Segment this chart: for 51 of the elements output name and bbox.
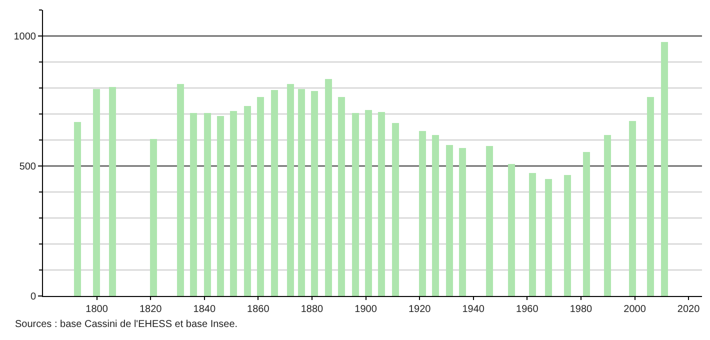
bar: [74, 122, 81, 296]
bar: [432, 135, 439, 296]
bar: [217, 116, 224, 296]
x-tick-label: 1980: [570, 304, 593, 315]
bar: [150, 139, 157, 296]
bar: [204, 113, 211, 296]
bar: [190, 113, 197, 296]
bar: [419, 131, 426, 296]
bar: [365, 110, 372, 296]
bar: [392, 123, 399, 296]
bar: [325, 79, 332, 296]
bar: [661, 42, 668, 296]
x-tick-label: 1920: [408, 304, 432, 315]
x-tick-label: 1880: [300, 304, 324, 315]
bar: [338, 97, 345, 296]
bar: [287, 84, 294, 296]
bar: [486, 146, 493, 296]
bar: [604, 135, 611, 296]
x-tick-label: 1960: [516, 304, 539, 315]
x-tick-label: 1840: [193, 304, 216, 315]
bar: [271, 90, 278, 296]
bar: [545, 179, 552, 296]
x-tick-label: 1860: [247, 304, 270, 315]
bar: [311, 91, 318, 296]
bar: [352, 113, 359, 296]
source-note: Sources : base Cassini de l'EHESS et base Insee.: [15, 319, 238, 330]
bar: [459, 148, 466, 296]
bar: [93, 89, 100, 296]
bar: [583, 152, 590, 296]
y-tick-label: 500: [19, 162, 36, 172]
x-tick-label: 2000: [624, 304, 646, 315]
x-tick-label: 1940: [462, 304, 485, 315]
bar: [257, 97, 264, 296]
bar: [529, 173, 536, 296]
bar: [230, 111, 237, 296]
bar: [177, 84, 184, 296]
bar: [647, 97, 654, 296]
bar: [109, 87, 116, 296]
x-tick-label: 1800: [86, 304, 108, 315]
bar: [629, 121, 636, 296]
bar: [244, 106, 251, 296]
y-tick-label: 0: [30, 292, 36, 302]
x-tick-label: 2020: [677, 304, 700, 315]
x-tick-label: 1820: [139, 304, 162, 315]
y-tick-label: 1000: [14, 32, 36, 42]
bar: [508, 164, 515, 296]
bar: [446, 145, 453, 296]
bar: [564, 175, 571, 296]
x-tick-label: 1900: [354, 304, 378, 315]
bar: [298, 89, 305, 296]
bar: [378, 112, 385, 296]
